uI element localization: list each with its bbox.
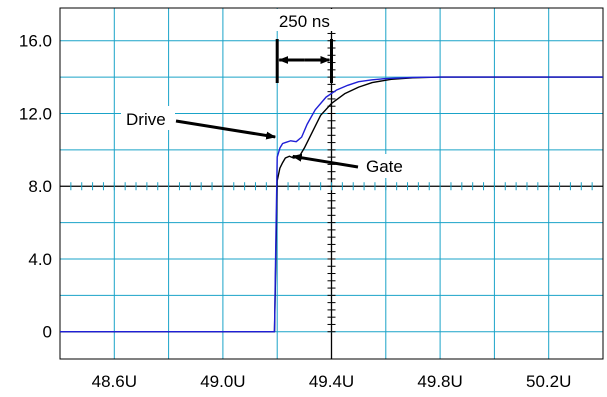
dimension-label: 250 ns (279, 12, 330, 31)
y-tick-label: 0 (43, 323, 52, 342)
series-line-drive (60, 76, 603, 333)
x-tick-label: 50.2U (526, 372, 571, 391)
y-tick-label: 12.0 (19, 104, 52, 123)
drive-arrow (175, 119, 277, 140)
x-tick-label: 49.4U (309, 372, 354, 391)
y-tick-labels: 16.0 12.0 8.0 4.0 0 (19, 32, 52, 342)
x-tick-label: 49.8U (417, 372, 462, 391)
x-tick-label: 48.6U (92, 372, 137, 391)
series-line-gate (60, 76, 603, 333)
annotations: 250 ns Drive Gate (121, 9, 412, 178)
dimension-label-bg (272, 9, 337, 31)
plot-frame (59, 7, 604, 360)
y-tick-label: 8.0 (28, 177, 52, 196)
drive-label: Drive (126, 110, 166, 129)
series-group (60, 76, 603, 333)
x-tick-labels: 48.6U 49.0U 49.4U 49.8U 50.2U (92, 372, 572, 391)
gate-label: Gate (366, 157, 403, 176)
drive-label-bg (121, 106, 175, 130)
x-tick-label: 49.0U (200, 372, 245, 391)
gate-arrow (291, 153, 359, 169)
y-tick-label: 4.0 (28, 250, 52, 269)
gate-label-bg (360, 154, 412, 178)
y-tick-label: 16.0 (19, 32, 52, 51)
